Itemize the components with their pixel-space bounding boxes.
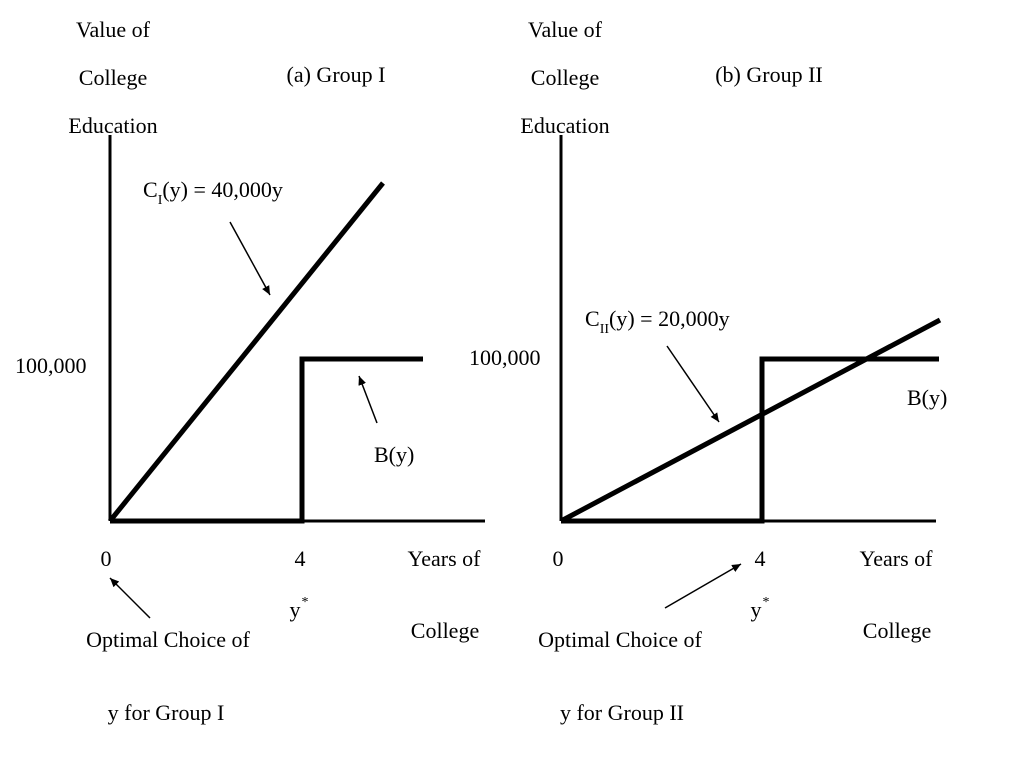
cost-line-label: CII(y) = 20,000y [585, 306, 730, 337]
y-star-label: y* [290, 595, 309, 622]
cost-line [108, 181, 385, 523]
x-tick-label-4: 4 [755, 546, 766, 571]
x-axis-label-line-1: Years of [408, 546, 482, 571]
cost-label-arrow [666, 345, 720, 423]
benefit-step-line [561, 356, 939, 524]
panel-group-2: Value of College Education (b) Group II … [469, 17, 947, 725]
benefit-label: B(y) [374, 442, 414, 467]
y-axis-label-line-2: College [79, 65, 147, 90]
optimal-choice-label-line-1: Optimal Choice of [86, 627, 250, 652]
cost-line-label: CI(y) = 40,000y [143, 177, 283, 208]
optimal-choice-arrow [109, 577, 151, 619]
y-axis-label-line-2: College [531, 65, 599, 90]
cost-label-arrow [229, 221, 271, 296]
y-tick-label-100000: 100,000 [15, 353, 87, 378]
benefit-step-line [110, 356, 423, 524]
optimal-choice-label-line-1: Optimal Choice of [538, 627, 702, 652]
y-axis-label-line-3: Education [520, 113, 609, 138]
y-tick-label-100000: 100,000 [469, 345, 541, 370]
y-axis-label-line-1: Value of [528, 17, 603, 42]
panel-title: (b) Group II [715, 62, 823, 87]
benefit-label-arrow [358, 375, 378, 424]
x-axis-label-line-1: Years of [860, 546, 934, 571]
panel-group-1: Value of College Education (a) Group I C… [15, 17, 485, 725]
y-star-label: y* [751, 595, 770, 622]
x-tick-label-0: 0 [101, 546, 112, 571]
x-axis-label-line-2: College [411, 618, 479, 643]
optimal-choice-label-line-2: y for Group I [108, 700, 225, 725]
cost-line [559, 317, 942, 524]
benefit-label: B(y) [907, 385, 947, 410]
y-axis-label-line-3: Education [68, 113, 157, 138]
panel-title: (a) Group I [287, 62, 386, 87]
x-tick-label-0: 0 [553, 546, 564, 571]
optimal-choice-arrow [664, 563, 742, 609]
x-axis-label-line-2: College [863, 618, 931, 643]
y-axis-label-line-1: Value of [76, 17, 151, 42]
optimal-choice-label-line-2: y for Group II [560, 700, 684, 725]
x-tick-label-4: 4 [295, 546, 306, 571]
